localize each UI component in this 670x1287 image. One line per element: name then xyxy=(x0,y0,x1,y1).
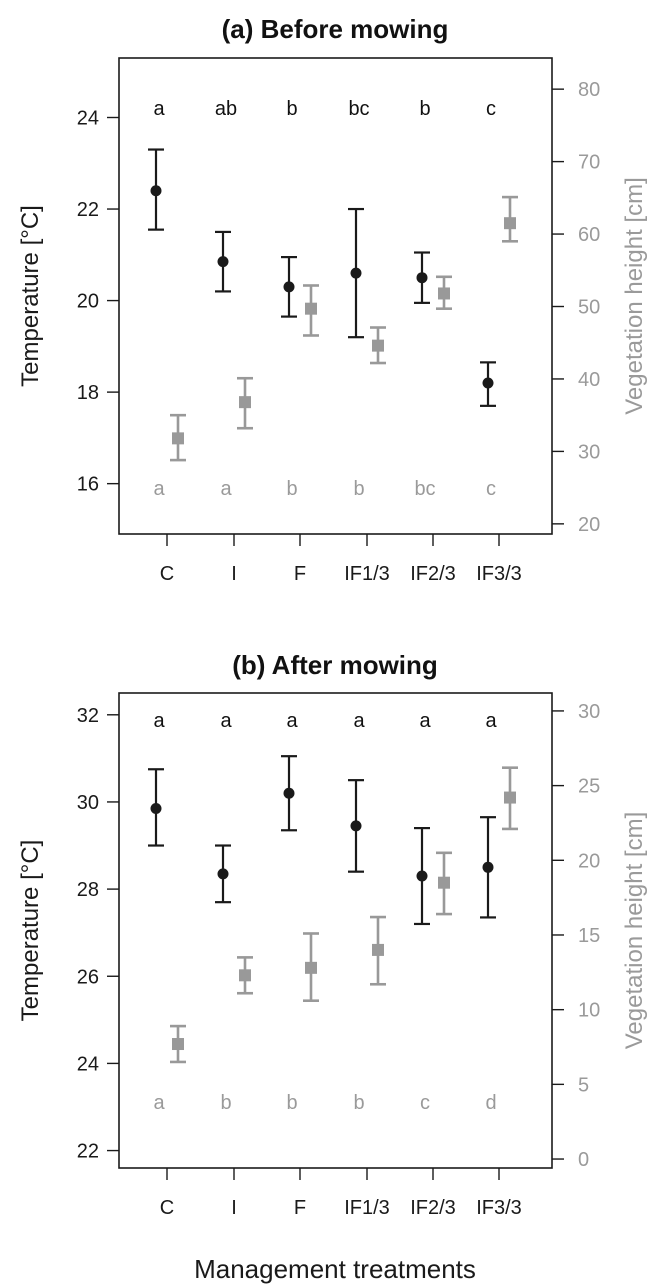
temperature-point xyxy=(482,861,494,873)
y-left-tick-label: 28 xyxy=(77,879,99,901)
x-axis-label: Management treatments xyxy=(194,1254,476,1284)
y-right-tick-label: 5 xyxy=(578,1074,589,1096)
chart-title: (b) After mowing xyxy=(232,650,438,680)
temperature-significance-letter: bc xyxy=(348,98,369,120)
temperature-point xyxy=(416,272,428,284)
temperature-significance-letter: b xyxy=(419,98,430,120)
plot-frame xyxy=(118,57,553,535)
y-left-tick-label: 30 xyxy=(77,792,99,814)
temperature-significance-letter: c xyxy=(486,98,496,120)
temperature-significance-letter: a xyxy=(286,710,298,732)
temperature-point xyxy=(416,870,428,882)
temperature-significance-letter: a xyxy=(353,710,365,732)
chart-title: (a) Before mowing xyxy=(222,14,449,44)
vegetation-height-point xyxy=(438,876,450,889)
y-right-tick-label: 80 xyxy=(578,79,600,101)
y-left-tick-label: 26 xyxy=(77,966,99,988)
y-right-tick-label: 30 xyxy=(578,441,600,463)
y-right-tick-label: 0 xyxy=(578,1149,589,1171)
x-tick-label: I xyxy=(231,1197,237,1219)
vegetation-height-point xyxy=(305,302,317,315)
x-tick-label: I xyxy=(231,563,237,585)
temperature-point xyxy=(350,267,362,279)
x-tick-label: IF2/3 xyxy=(410,1197,456,1219)
x-tick-label: F xyxy=(294,1197,306,1219)
y-right-axis-title: Vegetation height [cm] xyxy=(621,812,648,1050)
y-left-tick-label: 32 xyxy=(77,705,99,727)
temperature-significance-letter: ab xyxy=(215,98,237,120)
vegetation-height-point xyxy=(438,287,450,300)
y-left-tick-label: 20 xyxy=(77,291,99,313)
temperature-point xyxy=(150,185,162,197)
vegetation-significance-letter: b xyxy=(286,1092,297,1114)
vegetation-significance-letter: a xyxy=(153,478,165,500)
temperature-point xyxy=(283,787,295,799)
y-left-axis-title: Temperature [°C] xyxy=(17,840,44,1022)
temperature-significance-letter: a xyxy=(220,710,232,732)
vegetation-significance-letter: a xyxy=(220,478,232,500)
chart-panel-1: (b) After mowing 22 24 26 28 30 32 0 5 10 15 20 25 30… xyxy=(17,650,648,1219)
vegetation-significance-letter: b xyxy=(220,1092,231,1114)
vegetation-height-point xyxy=(504,791,516,804)
y-left-tick-label: 24 xyxy=(77,1053,99,1075)
x-tick-label: IF3/3 xyxy=(476,563,522,585)
x-tick-label: IF2/3 xyxy=(410,563,456,585)
temperature-significance-letter: a xyxy=(419,710,431,732)
vegetation-significance-letter: b xyxy=(353,478,364,500)
y-left-tick-label: 22 xyxy=(77,199,99,221)
vegetation-height-point xyxy=(239,969,251,982)
y-right-tick-label: 20 xyxy=(578,514,600,536)
chart-panel-0: (a) Before mowing 16 18 20 22 24 20 30 40 50 60 70 8… xyxy=(17,14,648,585)
y-left-tick-label: 24 xyxy=(77,108,99,130)
vegetation-height-point xyxy=(504,217,516,230)
x-tick-label: C xyxy=(160,563,174,585)
vegetation-significance-letter: c xyxy=(420,1092,430,1114)
vegetation-significance-letter: bc xyxy=(414,478,435,500)
x-tick-label: IF3/3 xyxy=(476,1197,522,1219)
y-right-tick-label: 15 xyxy=(578,925,600,947)
vegetation-significance-letter: b xyxy=(286,478,297,500)
temperature-significance-letter: a xyxy=(153,710,165,732)
temperature-significance-letter: a xyxy=(485,710,497,732)
vegetation-height-point xyxy=(239,396,251,409)
y-right-tick-label: 20 xyxy=(578,850,600,872)
vegetation-height-point xyxy=(305,961,317,974)
temperature-point xyxy=(217,868,229,880)
temperature-point xyxy=(217,256,229,268)
temperature-point xyxy=(482,377,494,389)
x-tick-label: C xyxy=(160,1197,174,1219)
y-right-tick-label: 25 xyxy=(578,776,600,798)
vegetation-height-point xyxy=(372,339,384,352)
y-right-tick-label: 30 xyxy=(578,701,600,723)
vegetation-height-point xyxy=(172,432,184,445)
vegetation-height-point xyxy=(172,1038,184,1051)
y-right-tick-label: 40 xyxy=(578,369,600,391)
y-right-tick-label: 50 xyxy=(578,297,600,319)
y-right-tick-label: 10 xyxy=(578,1000,600,1022)
temperature-point xyxy=(150,802,162,814)
x-tick-label: IF1/3 xyxy=(344,1197,390,1219)
vegetation-significance-letter: c xyxy=(486,478,496,500)
plot-frame xyxy=(118,692,553,1169)
vegetation-height-point xyxy=(372,943,384,956)
x-tick-label: IF1/3 xyxy=(344,563,390,585)
y-left-tick-label: 22 xyxy=(77,1141,99,1163)
vegetation-significance-letter: d xyxy=(485,1092,496,1114)
vegetation-significance-letter: b xyxy=(353,1092,364,1114)
vegetation-significance-letter: a xyxy=(153,1092,165,1114)
y-right-tick-label: 70 xyxy=(578,152,600,174)
y-left-axis-title: Temperature [°C] xyxy=(17,205,44,387)
temperature-point xyxy=(283,281,295,293)
y-left-tick-label: 16 xyxy=(77,474,99,496)
y-right-tick-label: 60 xyxy=(578,224,600,246)
y-left-tick-label: 18 xyxy=(77,382,99,404)
temperature-significance-letter: b xyxy=(286,98,297,120)
temperature-point xyxy=(350,820,362,832)
y-right-axis-title: Vegetation height [cm] xyxy=(621,177,648,415)
x-tick-label: F xyxy=(294,563,306,585)
temperature-significance-letter: a xyxy=(153,98,165,120)
